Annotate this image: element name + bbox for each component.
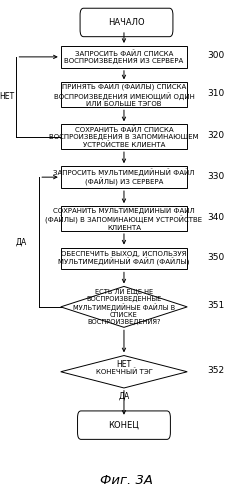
FancyBboxPatch shape bbox=[80, 8, 172, 37]
Text: КОНЕЧНЫЙ ТЭГ: КОНЕЧНЫЙ ТЭГ bbox=[95, 368, 152, 375]
Bar bbox=[60, 248, 186, 269]
Polygon shape bbox=[60, 356, 186, 388]
Text: НЕТ: НЕТ bbox=[116, 360, 131, 369]
Bar bbox=[60, 46, 186, 68]
Text: СОХРАНИТЬ МУЛЬТИМЕДИЙНЫЙ ФАЙЛ
(ФАЙЛЫ) В ЗАПОМИНАЮЩЕМ УСТРОЙСТВЕ
КЛИЕНТА: СОХРАНИТЬ МУЛЬТИМЕДИЙНЫЙ ФАЙЛ (ФАЙЛЫ) В … bbox=[45, 207, 202, 231]
Text: 350: 350 bbox=[207, 253, 224, 262]
Text: ЗАПРОСИТЬ МУЛЬТИМЕДИЙНЫЙ ФАЙЛ
(ФАЙЛЫ) ИЗ СЕРВЕРА: ЗАПРОСИТЬ МУЛЬТИМЕДИЙНЫЙ ФАЙЛ (ФАЙЛЫ) ИЗ… bbox=[53, 169, 194, 186]
Text: ДА: ДА bbox=[118, 391, 129, 400]
Text: ЗАПРОСИТЬ ФАЙЛ СПИСКА
ВОСПРОИЗВЕДЕНИЯ ИЗ СЕРВЕРА: ЗАПРОСИТЬ ФАЙЛ СПИСКА ВОСПРОИЗВЕДЕНИЯ ИЗ… bbox=[64, 50, 183, 64]
Text: ОБЕСПЕЧИТЬ ВЫХОД, ИСПОЛЬЗУЯ
МУЛЬТИМЕДИЙНЫЙ ФАЙЛ (ФАЙЛЫ): ОБЕСПЕЧИТЬ ВЫХОД, ИСПОЛЬЗУЯ МУЛЬТИМЕДИЙН… bbox=[58, 250, 189, 266]
Text: 351: 351 bbox=[207, 301, 224, 310]
Text: 310: 310 bbox=[207, 89, 224, 98]
Text: ПРИНЯТЬ ФАЙЛ (ФАЙЛЫ) СПИСКА
ВОСПРОИЗВЕДЕНИЯ ИМЕЮЩИЙ ОДИН
ИЛИ БОЛЬШЕ ТЭГОВ: ПРИНЯТЬ ФАЙЛ (ФАЙЛЫ) СПИСКА ВОСПРОИЗВЕДЕ… bbox=[53, 83, 194, 107]
Text: 300: 300 bbox=[207, 51, 224, 60]
Text: 352: 352 bbox=[207, 366, 224, 375]
Bar bbox=[60, 206, 186, 231]
Text: НАЧАЛО: НАЧАЛО bbox=[108, 18, 144, 27]
Bar bbox=[60, 124, 186, 149]
Text: 320: 320 bbox=[207, 131, 224, 140]
Polygon shape bbox=[60, 286, 186, 327]
Bar bbox=[60, 82, 186, 107]
Text: 340: 340 bbox=[207, 213, 224, 222]
Bar bbox=[60, 166, 186, 188]
Text: НЕТ: НЕТ bbox=[0, 92, 15, 101]
Text: 330: 330 bbox=[207, 172, 224, 181]
Text: СОХРАНИТЬ ФАЙЛ СПИСКА
ВОСПРОИЗВЕДЕНИЯ В ЗАПОМИНАЮЩЕМ
УСТРОЙСТВЕ КЛИЕНТА: СОХРАНИТЬ ФАЙЛ СПИСКА ВОСПРОИЗВЕДЕНИЯ В … bbox=[49, 126, 198, 148]
Text: КОНЕЦ: КОНЕЦ bbox=[108, 421, 139, 430]
Text: Фиг. 3А: Фиг. 3А bbox=[100, 474, 152, 487]
Text: ДА: ДА bbox=[16, 238, 27, 247]
Text: ЕСТЬ ЛИ ЕЩЕ НЕ
ВОСПРОИЗВЕДЕННЫЕ
МУЛЬТИМЕДИЙНЫЕ ФАЙЛЫ В
СПИСКЕ
ВОСПРОИЗВЕДЕНИЯ?: ЕСТЬ ЛИ ЕЩЕ НЕ ВОСПРОИЗВЕДЕННЫЕ МУЛЬТИМЕ… bbox=[73, 288, 174, 325]
FancyBboxPatch shape bbox=[77, 411, 170, 440]
